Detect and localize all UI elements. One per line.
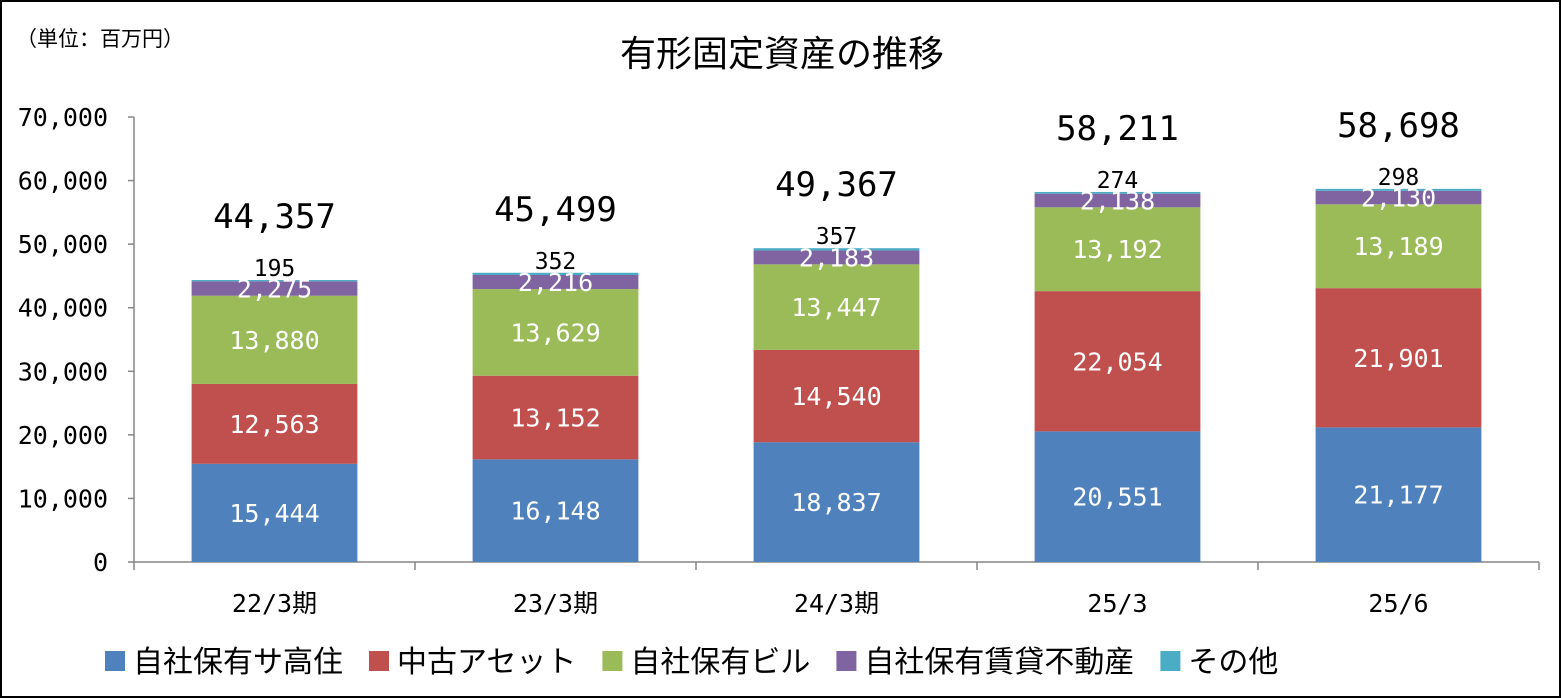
legend: 自社保有サ高住 中古アセット 自社保有ビル 自社保有賃貸不動産 その他 bbox=[105, 645, 1278, 680]
bar-segment bbox=[472, 289, 639, 376]
bar-segment bbox=[191, 280, 358, 282]
bar-segment bbox=[472, 459, 639, 562]
total-label: 44,357 bbox=[213, 197, 336, 237]
bar-segment bbox=[472, 375, 639, 460]
bar-segment bbox=[1315, 190, 1482, 205]
legend-item-label: 自社保有ビル bbox=[630, 645, 810, 680]
legend-item-label: 自社保有サ高住 bbox=[133, 645, 343, 680]
bar-segment bbox=[1315, 204, 1482, 289]
y-tick-label: 70,000 bbox=[18, 103, 108, 132]
legend-item-label: 中古アセット bbox=[397, 645, 576, 680]
data-label: 13,192 bbox=[1072, 235, 1162, 264]
bar-segment bbox=[1315, 427, 1482, 562]
x-tick-label: 24/3期 bbox=[794, 589, 879, 618]
data-label: 2,216 bbox=[518, 268, 593, 297]
data-label: 12,563 bbox=[229, 410, 319, 439]
data-label-other: 195 bbox=[254, 256, 296, 282]
bar-segment bbox=[753, 250, 920, 265]
y-tick-label: 30,000 bbox=[18, 357, 108, 386]
data-label-other: 298 bbox=[1378, 165, 1420, 191]
bar-segment bbox=[1034, 431, 1201, 562]
bar-segment bbox=[191, 463, 358, 562]
data-label: 16,148 bbox=[510, 497, 600, 526]
legend-swatch bbox=[369, 651, 389, 671]
legend-swatch bbox=[836, 651, 857, 671]
bar-segment bbox=[753, 248, 920, 251]
x-tick-label: 25/6 bbox=[1368, 589, 1428, 618]
data-label: 13,880 bbox=[229, 326, 319, 355]
data-label: 2,138 bbox=[1080, 186, 1155, 215]
y-tick-label: 50,000 bbox=[18, 230, 108, 259]
legend-swatch bbox=[602, 651, 623, 671]
x-tick-label: 23/3期 bbox=[513, 589, 598, 618]
data-label: 13,152 bbox=[510, 404, 600, 433]
data-label: 18,837 bbox=[791, 488, 881, 517]
bar-segment bbox=[472, 272, 639, 276]
legend-item-label: 自社保有賃貸不動産 bbox=[864, 645, 1134, 680]
x-tick-label: 22/3期 bbox=[232, 589, 317, 618]
data-label: 14,540 bbox=[791, 382, 881, 411]
bar-segment bbox=[472, 275, 639, 290]
bar-segment bbox=[753, 349, 920, 443]
bar-segment bbox=[753, 442, 920, 562]
bar-segment bbox=[191, 281, 358, 296]
data-label: 21,901 bbox=[1353, 344, 1443, 373]
data-label: 20,551 bbox=[1072, 483, 1162, 512]
data-label: 13,189 bbox=[1353, 232, 1443, 261]
bar-segment bbox=[1315, 188, 1482, 191]
legend-swatch bbox=[105, 651, 125, 671]
data-label: 15,444 bbox=[229, 499, 319, 528]
x-tick-label: 25/3 bbox=[1087, 589, 1147, 618]
total-label: 58,698 bbox=[1337, 106, 1460, 146]
data-label-other: 357 bbox=[816, 224, 858, 250]
data-label: 21,177 bbox=[1353, 481, 1443, 510]
axes: 0 10,000 20,000 30,000 40,000 50,000 60,000 70,… bbox=[18, 103, 1540, 618]
total-label: 58,211 bbox=[1056, 109, 1179, 149]
legend-swatch bbox=[1160, 651, 1181, 671]
data-label: 13,629 bbox=[510, 318, 600, 347]
total-label: 45,499 bbox=[494, 190, 617, 230]
bar-segment bbox=[1034, 193, 1201, 208]
data-label: 2,275 bbox=[237, 274, 312, 303]
data-label: 2,183 bbox=[799, 243, 874, 272]
bar-segment bbox=[753, 264, 920, 350]
data-label-other: 352 bbox=[535, 249, 577, 275]
data-label: 13,447 bbox=[791, 293, 881, 322]
data-label: 22,054 bbox=[1072, 347, 1162, 376]
unit-label: （単位：百万円） bbox=[16, 27, 184, 51]
bar-segment bbox=[1034, 191, 1201, 194]
total-label: 49,367 bbox=[775, 165, 898, 205]
bar-segment bbox=[191, 295, 358, 384]
y-tick-label: 20,000 bbox=[18, 421, 108, 450]
legend-item-label: その他 bbox=[1188, 645, 1278, 680]
y-tick-label: 10,000 bbox=[18, 484, 108, 513]
y-tick-label: 40,000 bbox=[18, 294, 108, 323]
bar-segment bbox=[1315, 288, 1482, 428]
chart-title: 有形固定資産の推移 bbox=[620, 34, 944, 75]
bar-segment bbox=[1034, 291, 1201, 432]
bar-segment bbox=[1034, 207, 1201, 292]
data-label: 2,130 bbox=[1361, 184, 1436, 213]
y-tick-label: 60,000 bbox=[18, 167, 108, 196]
bar-segment bbox=[191, 383, 358, 464]
y-tick-label: 0 bbox=[93, 548, 108, 577]
data-label-other: 274 bbox=[1097, 168, 1139, 194]
